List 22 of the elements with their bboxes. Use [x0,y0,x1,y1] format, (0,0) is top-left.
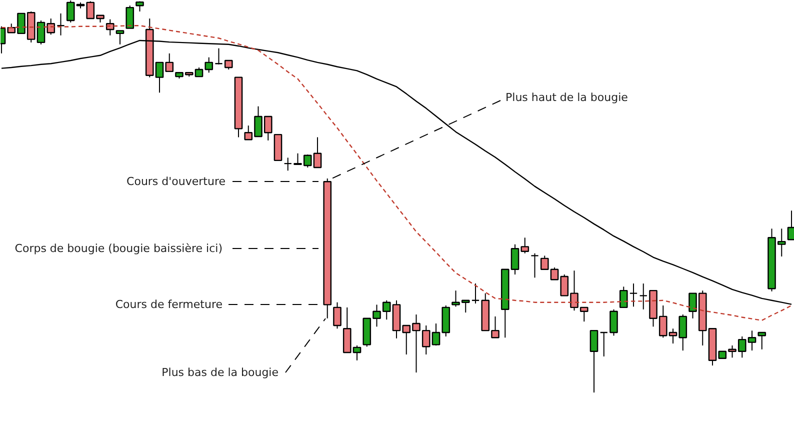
candlestick [333,302,342,330]
candlestick [639,283,648,310]
annotation: Plus bas de la bougie [162,366,279,379]
candlestick [106,18,114,36]
candlestick [600,332,608,357]
candlestick [224,60,233,70]
candlestick [610,308,618,336]
candlestick [629,283,638,308]
annotation: Plus haut de la bougie [506,91,628,104]
candlestick [471,283,480,304]
candlestick [284,157,292,172]
candlestick [56,12,65,36]
candlestick [758,332,766,350]
candlestick [590,330,598,393]
annotation: Cours de fermeture [115,298,223,311]
annotation: Corps de bougie (bougie baissière ici) [14,242,222,255]
annotation: Cours d'ouverture [126,175,226,188]
candlestick [116,30,124,45]
candlestick [214,48,223,65]
candlestick [619,286,628,308]
candlestick [126,5,134,29]
candlestick [530,252,539,278]
